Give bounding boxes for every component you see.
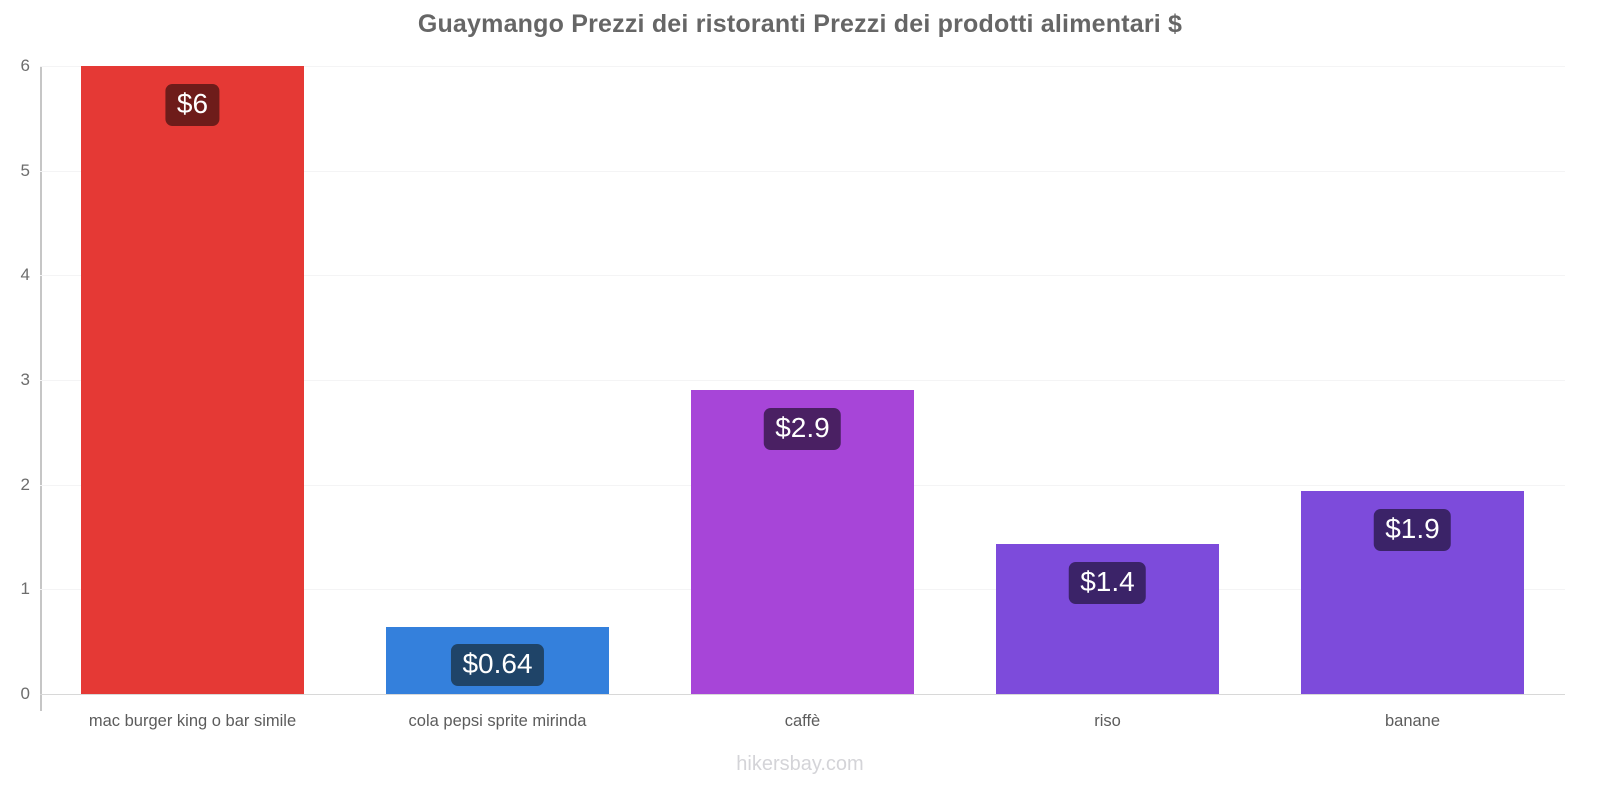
bar-value-label: $1.4 xyxy=(1069,562,1146,605)
plot-area: $6 $0.64 $2.9 $1.4 $1.9 xyxy=(40,66,1565,695)
chart-title: Guaymango Prezzi dei ristoranti Prezzi d… xyxy=(417,10,1183,38)
gridline xyxy=(40,380,1565,381)
y-axis-line xyxy=(40,66,42,711)
bar[interactable]: $1.4 xyxy=(996,544,1219,694)
bar[interactable]: $6 xyxy=(81,66,304,694)
x-axis-tick-label: mac burger king o bar simile xyxy=(88,712,297,730)
y-axis-tick-label: 6 xyxy=(20,56,30,75)
x-axis-tick-label: riso xyxy=(1094,712,1121,730)
gridline xyxy=(40,694,1565,695)
bar-value-label: $1.9 xyxy=(1374,508,1451,551)
y-axis-tick-label: 1 xyxy=(20,579,30,599)
bar-value-label: $2.9 xyxy=(764,408,841,451)
x-axis-tick-label: caffè xyxy=(784,712,821,730)
y-axis-tick-label: 2 xyxy=(20,474,30,494)
bar[interactable]: $2.9 xyxy=(691,390,914,694)
footer-credit: hikersbay.com xyxy=(736,753,864,775)
bar[interactable]: $0.64 xyxy=(386,627,609,694)
gridline xyxy=(40,170,1565,172)
gridline xyxy=(40,66,1565,67)
x-axis-tick-label: cola pepsi sprite mirinda xyxy=(408,712,587,730)
y-axis-tick-label: 0 xyxy=(20,684,30,703)
y-axis-tick-label: 3 xyxy=(20,370,30,389)
x-axis-tick-label: banane xyxy=(1384,712,1441,730)
bar[interactable]: $1.9 xyxy=(1301,490,1524,694)
bar-value-label: $6 xyxy=(165,84,220,126)
bar-value-label: $0.64 xyxy=(451,644,544,686)
y-axis-tick-label: 4 xyxy=(20,265,30,285)
y-axis-tick-label: 5 xyxy=(20,160,30,180)
gridline xyxy=(40,275,1565,277)
